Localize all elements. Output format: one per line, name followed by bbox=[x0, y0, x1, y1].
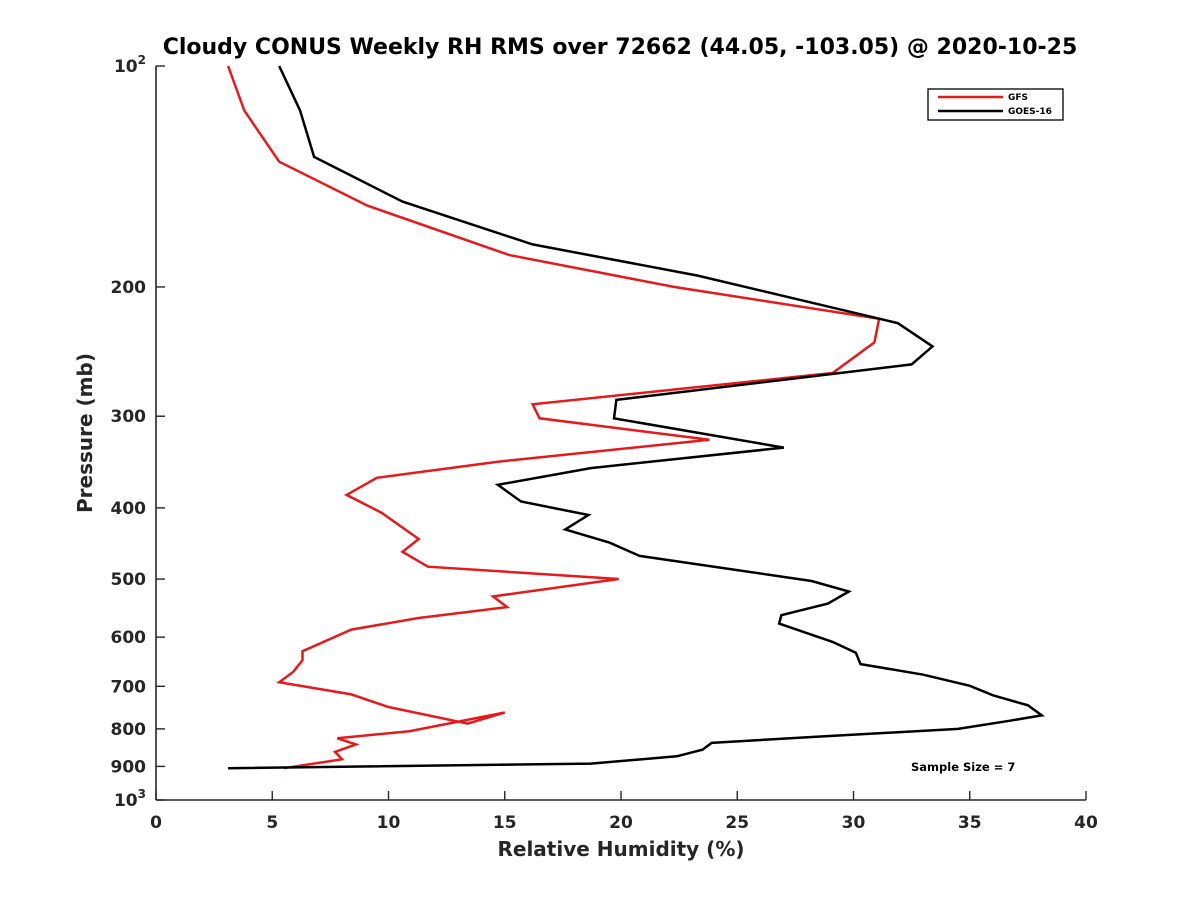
x-ticks: 0 5 10 15 20 25 30 35 40 bbox=[150, 791, 1098, 833]
y-tick-label: 800 bbox=[111, 720, 147, 740]
y-tick-label: 500 bbox=[111, 570, 147, 590]
x-axis-label: Relative Humidity (%) bbox=[497, 837, 744, 861]
series-lines bbox=[226, 65, 1045, 770]
y-tick-label: 400 bbox=[111, 499, 147, 519]
y-axis-label: Pressure (mb) bbox=[73, 353, 97, 513]
x-tick-label: 15 bbox=[493, 813, 517, 833]
legend: GFS GOES-16 bbox=[927, 88, 1064, 121]
legend-label-gfs: GFS bbox=[1008, 93, 1028, 103]
x-tick-label: 35 bbox=[958, 813, 982, 833]
chart-title: Cloudy CONUS Weekly RH RMS over 72662 (4… bbox=[163, 35, 1078, 60]
y-tick-label: 200 bbox=[111, 278, 147, 298]
x-tick-label: 10 bbox=[377, 813, 401, 833]
x-tick-label: 30 bbox=[842, 813, 866, 833]
y-tick-label: 600 bbox=[111, 628, 147, 648]
x-tick-label: 20 bbox=[609, 813, 633, 833]
legend-box bbox=[927, 88, 1064, 121]
x-tick-label: 40 bbox=[1074, 813, 1098, 833]
x-tick-label: 5 bbox=[266, 813, 278, 833]
y-ticks: 102 200 300 400 500 600 700 800 900 103 bbox=[111, 53, 165, 811]
y-tick-label: 103 bbox=[114, 787, 146, 811]
x-tick-label: 25 bbox=[725, 813, 749, 833]
y-tick-label: 900 bbox=[111, 757, 147, 777]
legend-label-goes16: GOES-16 bbox=[1008, 107, 1052, 117]
y-tick-label: 700 bbox=[111, 677, 147, 697]
x-tick-label: 0 bbox=[150, 813, 162, 833]
series-line-goes16 bbox=[228, 65, 1045, 770]
series-line-gfs bbox=[226, 65, 881, 770]
y-tick-label: 102 bbox=[114, 53, 146, 77]
y-tick-label: 300 bbox=[111, 407, 147, 427]
axes bbox=[155, 66, 1086, 801]
sample-size-annotation: Sample Size = 7 bbox=[911, 760, 1015, 774]
